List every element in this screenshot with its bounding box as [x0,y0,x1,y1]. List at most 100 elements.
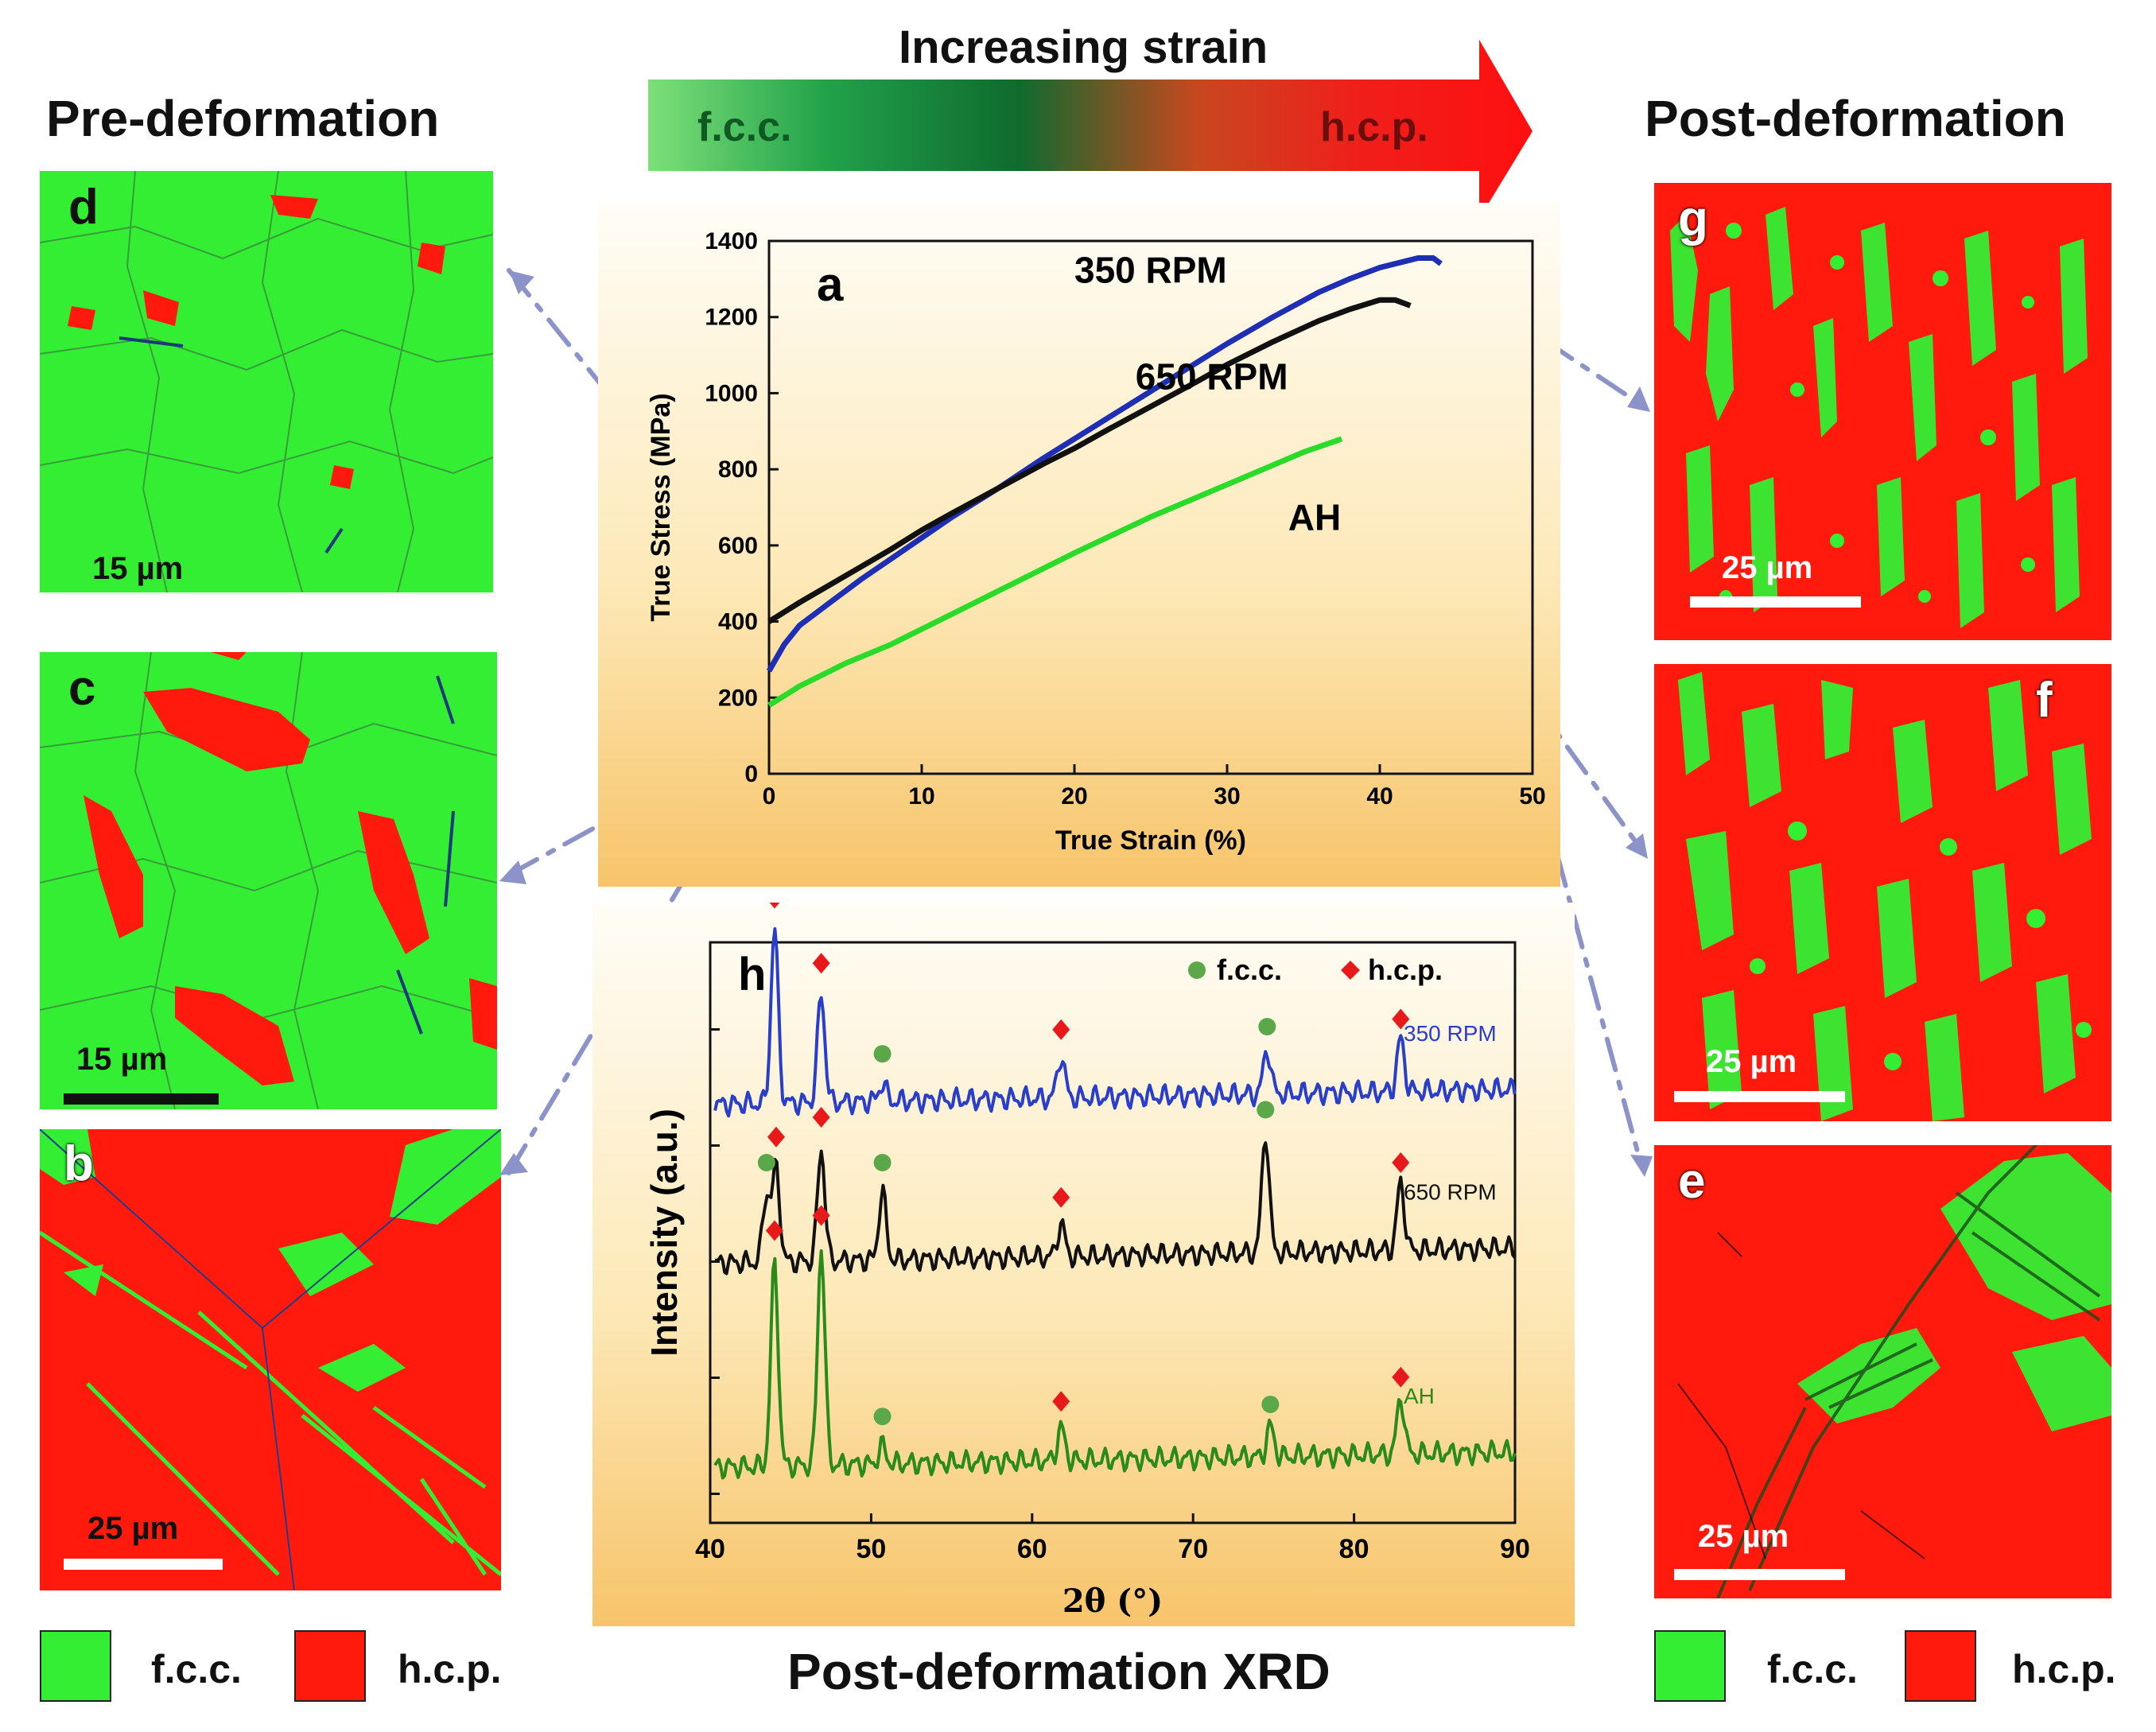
strain-arrow-shape [648,40,1533,219]
panel-label-e: e [1678,1154,1706,1209]
pre-deformation-title: Pre-deformation [46,90,440,147]
hcp-peak-marker [767,1126,785,1148]
x-tick-label: 50 [856,1534,886,1564]
fcc-peak-marker [1258,1018,1276,1035]
legend-right-fcc-label: f.c.c. [1767,1647,1858,1691]
y-tick-label: 400 [718,609,758,635]
x-tick-label: 70 [1178,1534,1208,1564]
legend-left-fcc-label: f.c.c. [151,1647,242,1691]
hcp-peak-marker [812,1107,830,1128]
scalebar-e [1674,1569,1845,1580]
legend-hcp-label: h.c.p. [1368,953,1443,986]
legend-right-fcc-swatch [1654,1630,1726,1702]
hcp-peak-marker [769,903,780,909]
fcc-peak-marker [873,1045,892,1063]
x-tick-label: 90 [1500,1534,1530,1564]
panel-label-g: g [1678,192,1708,247]
panel-label-f: f [2036,673,2053,728]
arrow-fcc-label: f.c.c. [697,104,792,150]
scalebar-label-f: 25 µm [1706,1044,1797,1079]
legend-right-hcp-swatch [1905,1630,1976,1702]
hcp-peak-marker [1392,1008,1410,1030]
annotation-650-rpm: 650 RPM [1136,356,1288,398]
fcc-peak-marker [873,1154,892,1171]
xrd-footer-title: Post-deformation XRD [787,1643,1331,1700]
panel-label-d: d [68,180,99,235]
series-ah [767,436,1343,708]
scalebar-label-e: 25 µm [1698,1519,1789,1554]
xrd-series-label: AH [1404,1384,1435,1408]
scalebar-label-c: 15 µm [76,1042,168,1077]
ebsd-panel-d: d 15 µm [40,171,493,592]
xrd-series-350-rpm [713,927,1517,1118]
ebsd-map-g [1654,183,2111,640]
post-deformation-title: Post-deformation [1645,90,2066,147]
y-tick-label: 200 [718,685,758,711]
x-tick-label: 0 [763,783,776,810]
panel-label-c: c [68,661,96,716]
scalebar-g [1690,596,1861,608]
scalebar-b [64,1559,223,1570]
ebsd-panel-g: g 25 µm [1654,183,2111,640]
strain-arrow: f.c.c. h.c.p. [648,40,1535,223]
scalebar-label-b: 25 µm [87,1511,179,1546]
hcp-peak-marker [1052,1391,1070,1412]
arrow-hcp-label: h.c.p. [1320,104,1428,150]
legend-hcp-marker [1341,961,1360,980]
xrd-series-label: 650 RPM [1404,1180,1497,1205]
plot-a-frame [767,239,1534,775]
y-tick-label: 600 [718,533,758,559]
legend-right-hcp-label: h.c.p. [2012,1647,2116,1691]
x-tick-label: 60 [1017,1534,1047,1564]
legend-left-fcc-swatch [40,1630,111,1702]
fcc-peak-marker [1257,1101,1275,1119]
y-tick-label: 1000 [705,380,758,406]
hcp-peak-marker [1392,1152,1410,1173]
connector-arrowhead-b [499,1153,528,1175]
ebsd-panel-e: e 25 µm [1654,1145,2111,1598]
y-tick-label: 800 [718,456,758,483]
connector-arrowhead-c [499,860,526,884]
y-axis-label: Intensity (a.u.) [643,1109,685,1357]
scalebar-f [1674,1091,1845,1102]
x-tick-label: 40 [695,1534,725,1564]
scalebar-c [64,1093,219,1105]
connector-arrowhead-d [509,270,534,294]
y-tick-label: 1400 [705,228,758,254]
annotation-ah: AH [1288,497,1341,538]
fcc-peak-marker [757,1154,775,1171]
legend-fcc-marker [1188,961,1206,979]
ebsd-panel-f: f 25 µm [1654,664,2111,1121]
series-350-rpm [766,255,1443,673]
panel-label-b: b [64,1136,94,1191]
x-tick-label: 50 [1519,783,1545,810]
stress-strain-chart: 0 10 20 30 40 50 0 200 400 600 800 1000 1200 1400 True… [646,228,1546,856]
connector-arrowhead-g [1627,386,1650,412]
annotation-350-rpm: 350 RPM [1074,250,1227,291]
x-axis-label: True Strain (%) [1055,825,1246,856]
hcp-peak-marker [765,1220,783,1241]
xrd-chart: 40 50 60 70 80 90 2θ (°) Intensity (a.u.) h f.c.c… [643,903,1530,1620]
xrd-series-650-rpm [714,1141,1517,1276]
hcp-peak-marker [812,1205,830,1226]
y-axis-label: True Stress (MPa) [646,393,676,621]
hcp-peak-marker [812,953,830,974]
ebsd-map-f [1654,664,2111,1121]
ebsd-map-c [40,652,497,1109]
xrd-series-label: 350 RPM [1404,1021,1497,1046]
connector-arrowhead-f [1626,833,1648,859]
legend-left-hcp-swatch [294,1630,366,1702]
x-tick-label: 30 [1214,783,1240,810]
increasing-strain-label: Increasing strain [899,21,1268,73]
ebsd-map-d [40,171,493,592]
ebsd-panel-c: c 15 µm [40,652,497,1109]
x-tick-label: 80 [1339,1534,1369,1564]
scalebar-label-d: 15 µm [92,551,184,586]
ebsd-map-e [1654,1145,2111,1598]
scalebar-label-g: 25 µm [1722,550,1813,585]
series-650-rpm [767,297,1412,624]
fcc-peak-marker [1261,1396,1280,1413]
legend-fcc-label: f.c.c. [1217,953,1282,986]
xrd-series-ah [713,1249,1517,1480]
hcp-peak-marker [1052,1019,1070,1040]
